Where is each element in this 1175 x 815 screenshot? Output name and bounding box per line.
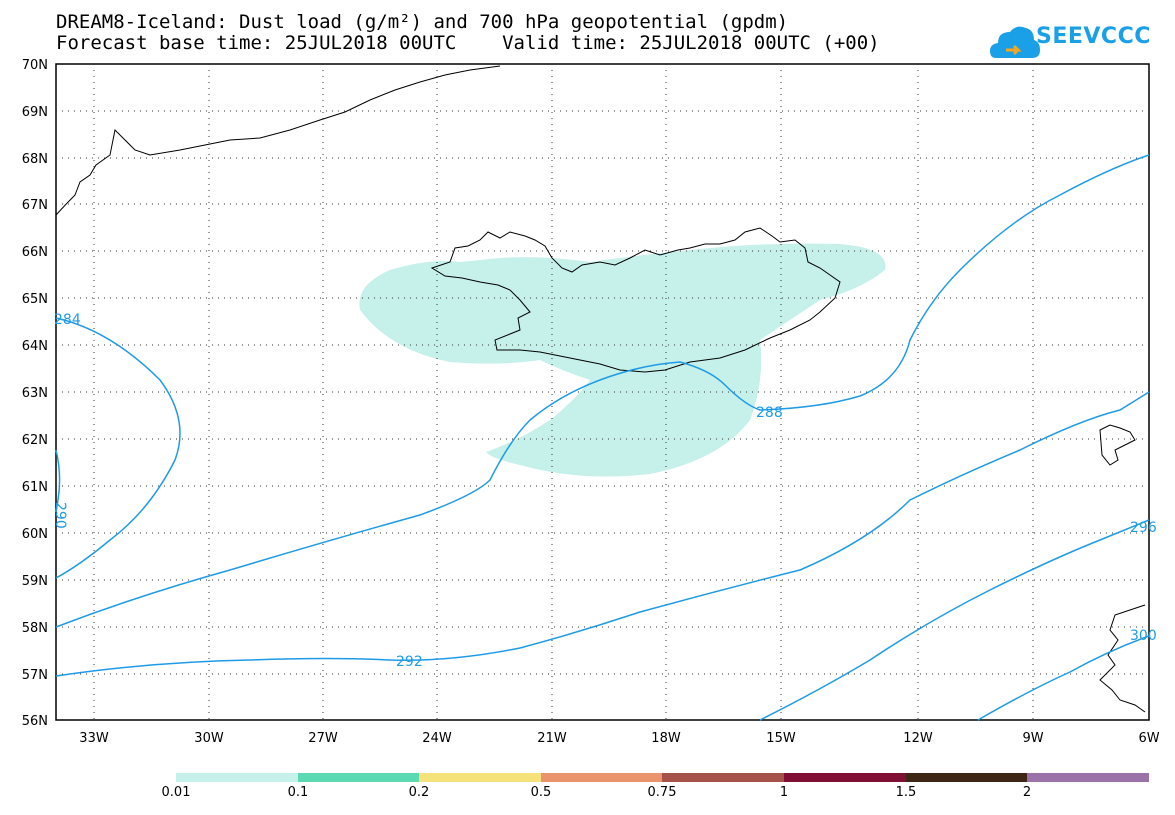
legend-swatch <box>541 773 662 782</box>
lat-label: 65N <box>22 292 48 307</box>
lon-label: 27W <box>308 731 338 746</box>
lat-label: 67N <box>22 198 48 213</box>
dust-load-area <box>359 243 886 477</box>
legend-swatch <box>1027 773 1149 782</box>
contour-300 <box>977 635 1150 721</box>
lon-label: 30W <box>194 731 224 746</box>
lat-label: 59N <box>22 574 48 589</box>
contour-290 <box>55 449 61 513</box>
lat-label: 60N <box>22 527 48 542</box>
logo-text: SEEVCCC <box>1036 24 1151 49</box>
contour-labels: 284 290 288 292 296 300 <box>52 312 1157 670</box>
lat-label: 70N <box>22 58 48 73</box>
lon-label: 6W <box>1138 731 1159 746</box>
latitude-labels: 70N 69N 68N 67N 66N 65N 64N 63N 62N 61N … <box>22 58 48 729</box>
legend-swatch <box>906 773 1027 782</box>
greenland-coast <box>55 65 501 216</box>
geopotential-contours <box>55 154 1150 721</box>
lon-label: 9W <box>1022 731 1043 746</box>
lon-label: 18W <box>651 731 681 746</box>
color-legend <box>176 773 1149 782</box>
map-subtitle: Forecast base time: 25JUL2018 00UTC Vali… <box>56 32 880 54</box>
lon-label: 21W <box>537 731 567 746</box>
lat-label: 64N <box>22 339 48 354</box>
legend-label: 1.5 <box>895 785 917 800</box>
lat-label: 58N <box>22 621 48 636</box>
legend-label: 1 <box>779 785 789 800</box>
contour-292 <box>55 391 1150 677</box>
iceland-coast <box>430 227 841 373</box>
map-title: DREAM8-Iceland: Dust load (g/m²) and 700… <box>56 11 789 33</box>
cloud-logo-icon <box>990 26 1040 58</box>
lat-label: 66N <box>22 245 48 260</box>
lon-label: 15W <box>766 731 796 746</box>
contour-label: 296 <box>1130 520 1157 536</box>
contour-label: 290 <box>52 502 68 529</box>
coastlines <box>55 65 1146 713</box>
contour-label: 284 <box>54 312 81 328</box>
legend-label: 0.1 <box>287 785 309 800</box>
lat-label: 62N <box>22 433 48 448</box>
lat-label: 56N <box>22 714 48 729</box>
legend-swatch <box>419 773 541 782</box>
lat-label: 57N <box>22 668 48 683</box>
legend-label: 2 <box>1022 785 1032 800</box>
legend-swatch <box>662 773 784 782</box>
graticule <box>56 64 1149 720</box>
contour-284 <box>55 317 181 579</box>
legend-swatch <box>784 773 906 782</box>
lon-label: 12W <box>903 731 933 746</box>
lat-label: 61N <box>22 480 48 495</box>
lat-label: 68N <box>22 152 48 167</box>
longitude-labels: 33W 30W 27W 24W 21W 18W 15W 12W 9W 6W <box>79 731 1159 746</box>
contour-label: 292 <box>396 654 423 670</box>
scotland-coast <box>1099 604 1146 713</box>
legend-label: 0.2 <box>408 785 430 800</box>
contour-288-a <box>55 154 1150 628</box>
legend-label: 0.5 <box>530 785 552 800</box>
lat-label: 63N <box>22 386 48 401</box>
faroe-islands <box>1099 424 1136 466</box>
lon-label: 33W <box>79 731 109 746</box>
lat-label: 69N <box>22 105 48 120</box>
legend-label: 0.75 <box>647 785 677 800</box>
legend-swatch <box>176 773 298 782</box>
lon-label: 24W <box>422 731 452 746</box>
contour-label: 300 <box>1130 628 1157 644</box>
contour-label: 288 <box>756 405 783 421</box>
legend-label: 0.01 <box>161 785 191 800</box>
legend-swatch <box>298 773 419 782</box>
contour-296 <box>759 519 1150 721</box>
